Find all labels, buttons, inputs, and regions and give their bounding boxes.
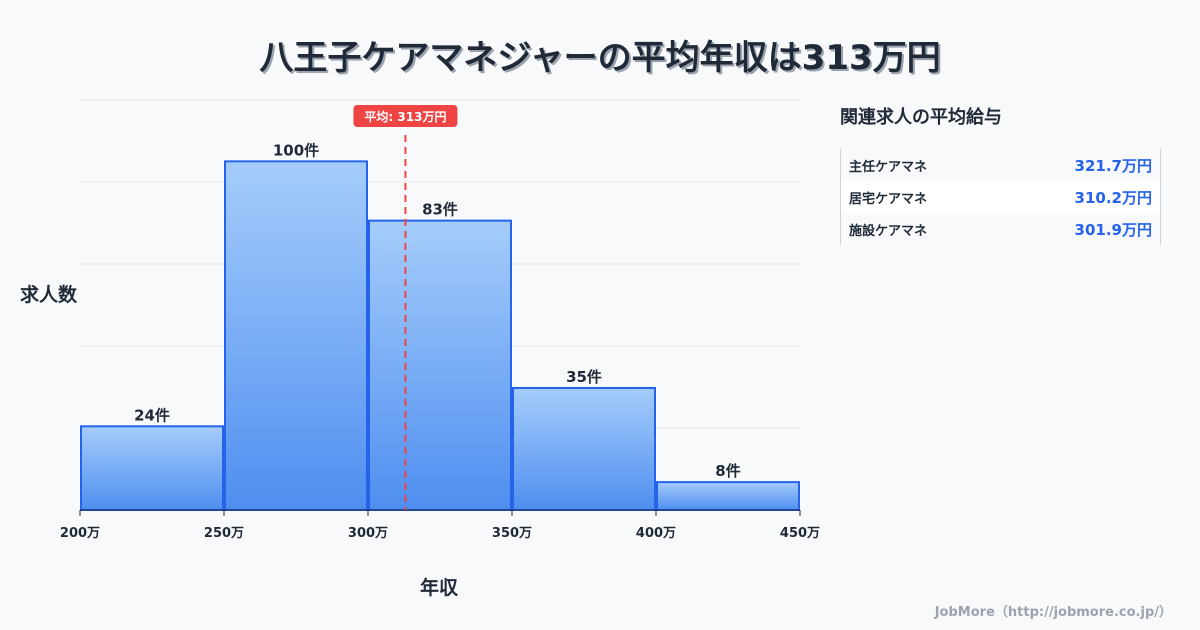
job-salary: 310.2万円 (1074, 188, 1152, 207)
bar-data-label: 24件 (134, 406, 170, 424)
x-tick-label: 350万 (492, 526, 532, 541)
x-tick-label: 250万 (204, 526, 244, 541)
related-salary-title: 関連求人の平均給与 (840, 107, 1002, 128)
histogram-bar (80, 425, 224, 512)
footer-credit: JobMore（http://jobmore.co.jp/） (934, 605, 1172, 620)
page-title: 八王子ケアマネジャーの平均年収は313万円 (259, 38, 941, 78)
histogram-chart: 24件 100件 83件 35件 8件 200万 250万 300万 350万 400万 450万 平… (60, 99, 820, 541)
job-salary: 301.9万円 (1074, 220, 1152, 239)
histogram-bar (656, 481, 800, 512)
x-tick-label: 450万 (780, 526, 820, 541)
x-axis-label: 年収 (420, 577, 459, 599)
bar-data-label: 8件 (715, 462, 740, 480)
job-name: 施設ケアマネ (849, 223, 928, 239)
y-axis-label: 求人数 (20, 284, 78, 306)
job-name: 主任ケアマネ (849, 159, 928, 175)
histogram-bar (512, 386, 656, 512)
bar-data-label: 83件 (422, 201, 458, 219)
mean-label-badge (353, 105, 458, 127)
histogram-bar (224, 160, 368, 512)
job-name: 居宅ケアマネ (849, 191, 928, 207)
bar-data-label: 100件 (273, 141, 319, 159)
table-row: 居宅ケアマネ 310.2万円 (841, 181, 1160, 213)
x-tick-label: 300万 (348, 526, 388, 541)
x-tick-label: 200万 (60, 526, 100, 541)
table-row: 施設ケアマネ 301.9万円 (841, 213, 1160, 245)
bar-data-label: 35件 (566, 368, 602, 386)
x-tick-label: 400万 (636, 526, 676, 541)
table-row: 主任ケアマネ 321.7万円 (841, 149, 1160, 181)
related-salary-panel: 関連求人の平均給与 主任ケアマネ 321.7万円 居宅ケアマネ 310.2万円 施設… (840, 103, 1170, 245)
related-salary-table: 主任ケアマネ 321.7万円 居宅ケアマネ 310.2万円 施設ケアマネ 301.9万… (840, 149, 1161, 245)
job-salary: 321.7万円 (1074, 156, 1152, 175)
mean-label: 平均: 313万円 (364, 109, 446, 124)
histogram-bar (368, 219, 512, 512)
